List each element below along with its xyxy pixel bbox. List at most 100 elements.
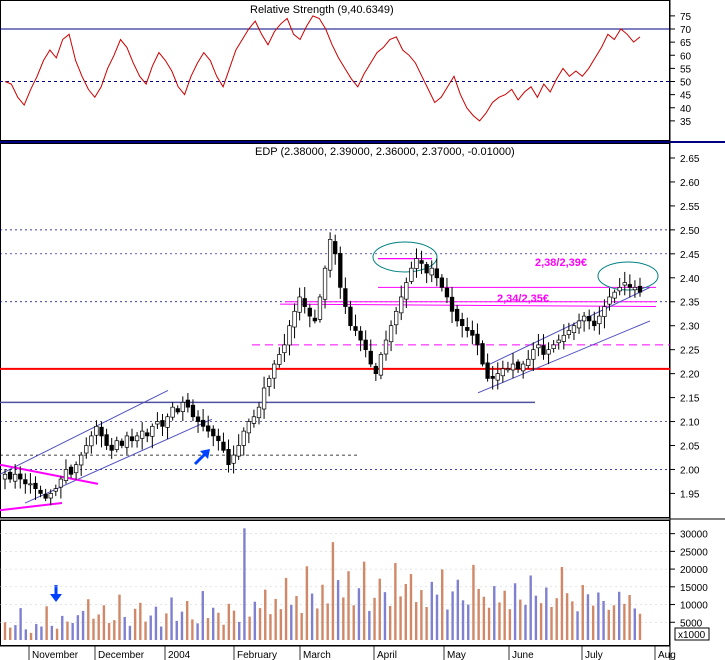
candle [363, 330, 368, 358]
volume-bar [175, 620, 178, 640]
candle-body [292, 310, 297, 328]
candle [551, 340, 556, 353]
candle [109, 437, 114, 459]
volume-bar [107, 622, 111, 640]
rsi-series [4, 15, 641, 122]
candle-body [414, 258, 419, 269]
volume-bar [185, 601, 189, 640]
rsi-tick-label: 60 [680, 51, 692, 62]
candle [566, 322, 572, 339]
volume-bar [414, 602, 418, 640]
candle [33, 476, 38, 500]
candle [617, 278, 622, 296]
candle-body [333, 241, 338, 255]
support-annotation: 2,34/2,35€ [497, 293, 549, 305]
volume-bar [446, 609, 449, 640]
volume-bar [628, 594, 631, 640]
candle-body [124, 435, 130, 448]
candle [63, 459, 69, 484]
candle-body [28, 483, 33, 486]
volume-bar [550, 607, 553, 640]
volume-bar [227, 603, 231, 640]
candle [297, 287, 302, 321]
candle [206, 415, 211, 438]
candle [358, 326, 363, 352]
price-tick-label: 2.10 [680, 418, 700, 429]
volume-bar [19, 608, 22, 640]
candle [226, 439, 231, 473]
trendlines [0, 241, 670, 512]
volume-bar [243, 528, 246, 640]
candle [302, 287, 307, 314]
volume-bar [92, 618, 95, 640]
rsi-tick-label: 35 [680, 117, 692, 128]
volume-bar [331, 542, 335, 640]
volume-bar [612, 605, 616, 640]
candle [495, 362, 500, 390]
candle-body [216, 435, 221, 442]
volume-bar [472, 564, 475, 640]
volume-bar [336, 580, 340, 640]
candle [521, 360, 526, 379]
candle [541, 334, 546, 360]
candle [175, 405, 180, 415]
candle-body [475, 333, 480, 346]
volume-bar [404, 583, 407, 640]
candle [195, 410, 201, 433]
candle-body [500, 368, 505, 377]
candle [592, 311, 597, 331]
candle-body [460, 319, 465, 327]
volume-bar [118, 594, 121, 640]
candle-body [226, 449, 231, 466]
volume-bar [165, 613, 168, 640]
current-ellipse [597, 261, 659, 291]
candle-body [521, 363, 526, 372]
candle [465, 317, 470, 338]
candle-body [58, 478, 64, 488]
candle-body [317, 296, 323, 320]
candle [475, 323, 480, 356]
x-tick-label: May [447, 650, 466, 660]
volume-bar [305, 566, 309, 640]
candle-body [195, 416, 201, 422]
volume-bar [388, 605, 392, 640]
candle-body [140, 430, 145, 439]
candle [124, 431, 130, 455]
candle [272, 360, 277, 389]
x-tick-label: March [303, 650, 331, 660]
candle-body [48, 493, 53, 499]
candle-body [536, 344, 541, 349]
volume-bar [284, 577, 288, 640]
candle [160, 413, 165, 437]
candle-body [297, 296, 302, 313]
volume-grid [0, 533, 670, 623]
candle [480, 340, 485, 367]
candle [150, 423, 155, 449]
volume-bar [581, 585, 584, 640]
volume-bar [441, 569, 444, 640]
candle [409, 261, 414, 285]
price-tick-label: 2.45 [680, 250, 700, 261]
candle [368, 339, 373, 368]
volume-bar [180, 611, 184, 640]
candle-body [79, 454, 84, 466]
candle-body [541, 345, 546, 355]
candle-body [150, 425, 155, 437]
candle [145, 428, 150, 443]
candle [221, 432, 226, 453]
volume-unit-label: x1000 [678, 630, 706, 641]
candle-body [114, 440, 119, 450]
candle-body [571, 325, 577, 334]
candle-body [343, 288, 348, 307]
volume-bars [3, 528, 642, 640]
candle [597, 306, 602, 335]
volume-bar [477, 588, 480, 640]
candle-body [470, 330, 475, 336]
candle-body [587, 315, 592, 322]
candle-body [206, 425, 211, 432]
volume-bar [378, 578, 381, 640]
volume-bar [638, 613, 642, 640]
candle [581, 312, 587, 332]
volume-bar [420, 590, 423, 640]
x-tick-label: February [237, 650, 277, 660]
